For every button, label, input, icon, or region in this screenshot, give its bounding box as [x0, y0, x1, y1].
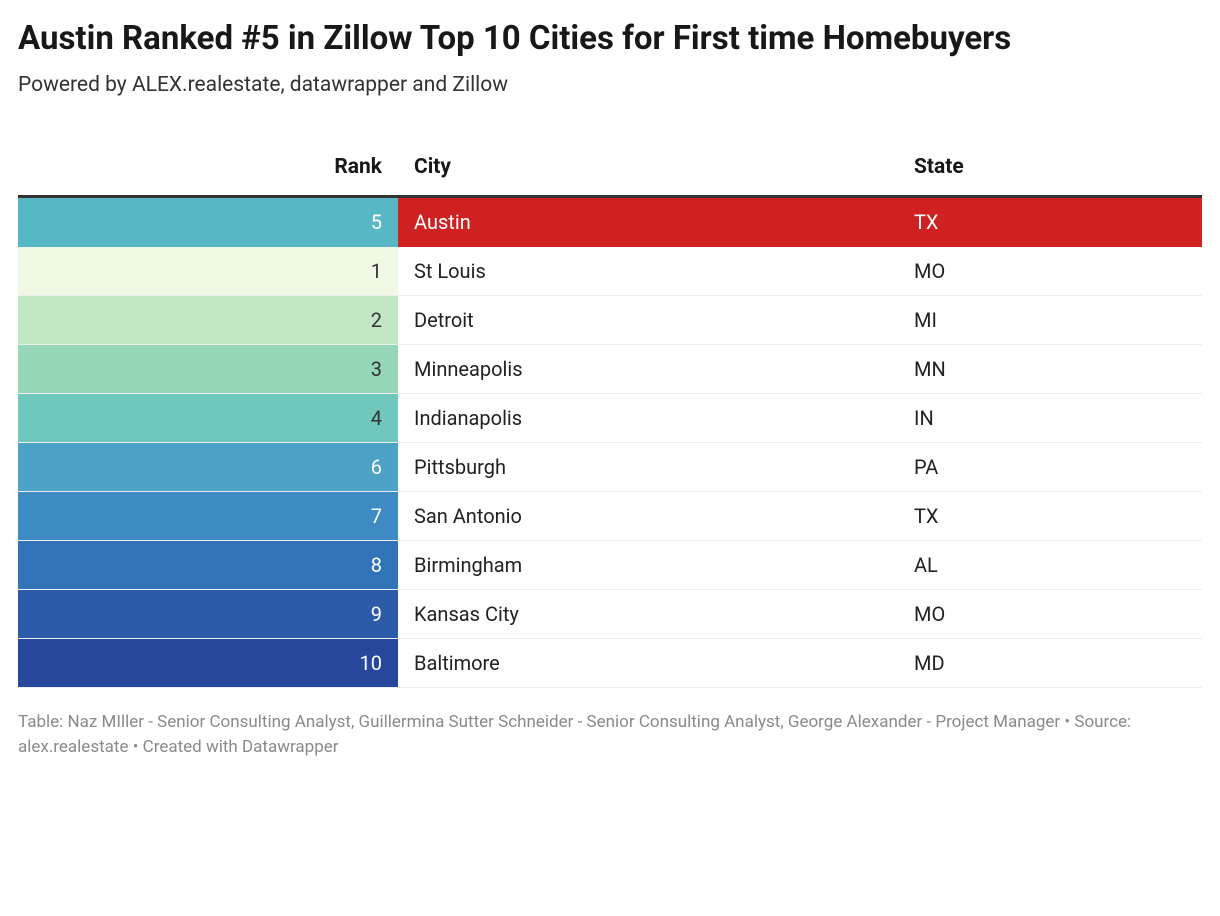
cell-rank: 1	[18, 247, 398, 296]
column-header-rank: Rank	[18, 143, 398, 197]
cell-rank: 4	[18, 394, 398, 443]
cell-state: IN	[898, 394, 1202, 443]
table-row: 6PittsburghPA	[18, 443, 1202, 492]
table-row: 4IndianapolisIN	[18, 394, 1202, 443]
table-row: 2DetroitMI	[18, 296, 1202, 345]
cell-city: Minneapolis	[398, 345, 898, 394]
table-row: 9Kansas CityMO	[18, 590, 1202, 639]
table-row: 10BaltimoreMD	[18, 639, 1202, 688]
cell-state: AL	[898, 541, 1202, 590]
cell-city: Detroit	[398, 296, 898, 345]
cell-city: Pittsburgh	[398, 443, 898, 492]
cell-state: MD	[898, 639, 1202, 688]
cell-rank: 8	[18, 541, 398, 590]
column-header-city: City	[398, 143, 898, 197]
page-subtitle: Powered by ALEX.realestate, datawrapper …	[18, 73, 1202, 97]
cell-rank: 3	[18, 345, 398, 394]
cell-city: San Antonio	[398, 492, 898, 541]
cell-state: MI	[898, 296, 1202, 345]
cell-rank: 7	[18, 492, 398, 541]
table-row: 7San AntonioTX	[18, 492, 1202, 541]
cell-city: Austin	[398, 197, 898, 247]
cell-state: PA	[898, 443, 1202, 492]
cell-rank: 6	[18, 443, 398, 492]
column-header-state: State	[898, 143, 1202, 197]
table-row: 5AustinTX	[18, 197, 1202, 247]
cell-rank: 5	[18, 197, 398, 247]
table-header-row: Rank City State	[18, 143, 1202, 197]
cell-state: TX	[898, 492, 1202, 541]
cell-rank: 2	[18, 296, 398, 345]
cell-city: Birmingham	[398, 541, 898, 590]
cell-city: Indianapolis	[398, 394, 898, 443]
footer-note: Table: Naz MIller - Senior Consulting An…	[18, 710, 1202, 759]
cell-state: MO	[898, 590, 1202, 639]
table-row: 3MinneapolisMN	[18, 345, 1202, 394]
cell-city: St Louis	[398, 247, 898, 296]
table-row: 1St LouisMO	[18, 247, 1202, 296]
cell-rank: 10	[18, 639, 398, 688]
cell-city: Baltimore	[398, 639, 898, 688]
cell-state: TX	[898, 197, 1202, 247]
cell-city: Kansas City	[398, 590, 898, 639]
cell-rank: 9	[18, 590, 398, 639]
table-row: 8BirminghamAL	[18, 541, 1202, 590]
ranking-table: Rank City State 5AustinTX1St LouisMO2Det…	[18, 143, 1202, 688]
cell-state: MN	[898, 345, 1202, 394]
page-title: Austin Ranked #5 in Zillow Top 10 Cities…	[18, 18, 1202, 59]
cell-state: MO	[898, 247, 1202, 296]
